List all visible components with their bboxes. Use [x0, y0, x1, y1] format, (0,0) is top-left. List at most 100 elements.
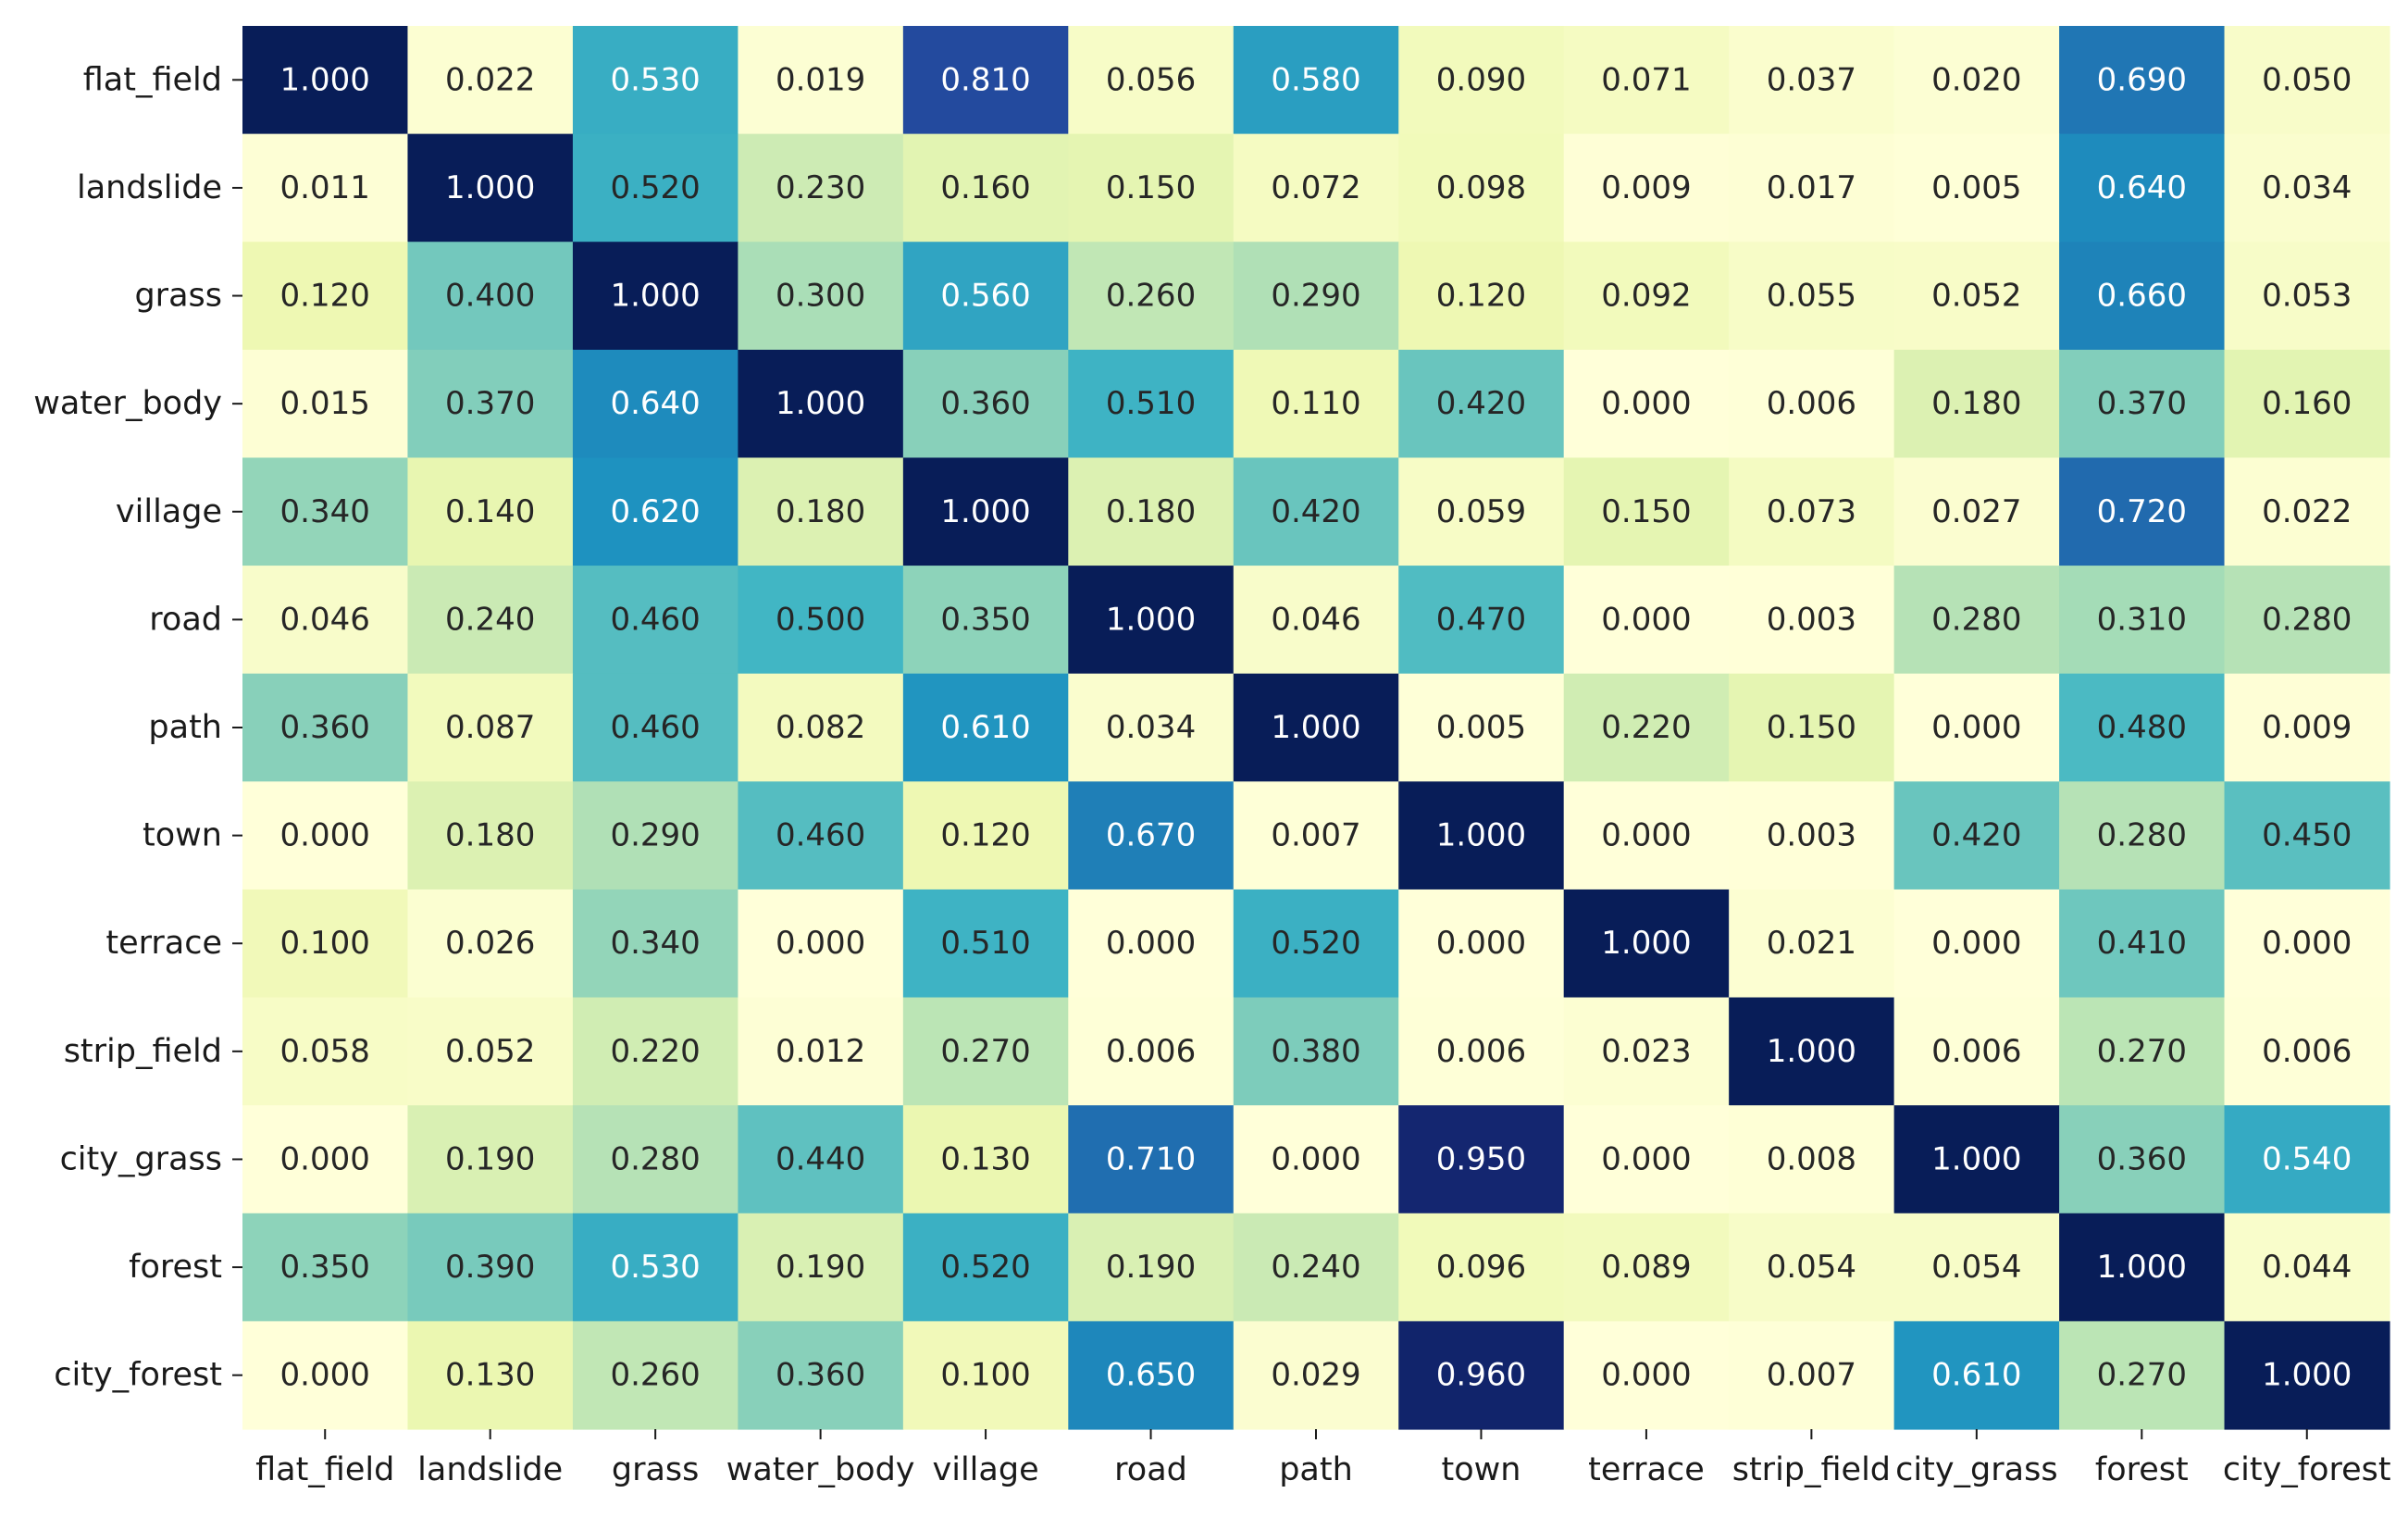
- heatmap-cell-village-town: [1398, 457, 1565, 566]
- heatmap-cell-city_grass-landslide: [407, 1105, 574, 1214]
- cell-value-label: 0.005: [1931, 169, 2021, 206]
- heatmap-cell-city_grass-town: [1398, 1105, 1565, 1214]
- cell-value-label: 1.000: [1271, 709, 1360, 746]
- heatmap-cell-road-town: [1398, 566, 1565, 675]
- cell-value-label: 0.000: [1601, 1140, 1691, 1177]
- heatmap-cell-flat_field-path: [1233, 26, 1399, 135]
- heatmap-cell-terrace-forest: [2059, 889, 2226, 999]
- cell-value-label: 0.054: [1931, 1249, 2021, 1286]
- cell-value-label: 0.290: [610, 817, 700, 854]
- heatmap-cell-landslide-water_body: [738, 133, 904, 243]
- cell-value-label: 0.082: [776, 709, 865, 746]
- cell-value-label: 0.050: [2262, 61, 2352, 98]
- heatmap-cell-path-path: [1233, 673, 1399, 782]
- heatmap-cell-landslide-path: [1233, 133, 1399, 243]
- heatmap-cell-grass-flat_field: [242, 242, 409, 351]
- heatmap-cell-path-grass: [572, 673, 739, 782]
- cell-value-label: 0.034: [2262, 169, 2352, 206]
- heatmap-cell-village-water_body: [738, 457, 904, 566]
- cell-value-label: 0.470: [1436, 601, 1526, 638]
- heatmap-cell-water_body-city_forest: [2224, 349, 2390, 459]
- heatmap-cell-path-road: [1068, 673, 1235, 782]
- row-label-path: path: [148, 709, 222, 746]
- cell-value-label: 0.190: [1106, 1249, 1196, 1286]
- cell-value-label: 0.006: [1931, 1033, 2021, 1070]
- heatmap-cell-water_body-terrace: [1563, 349, 1730, 459]
- heatmap-cell-flat_field-flat_field: [242, 26, 409, 135]
- row-label-town: town: [143, 817, 222, 854]
- column-label-path: path: [1279, 1451, 1353, 1488]
- column-label-flat_field: flat_field: [255, 1451, 394, 1488]
- cell-value-label: 0.240: [1271, 1249, 1360, 1286]
- cell-value-label: 0.350: [280, 1249, 370, 1286]
- heatmap-cell-town-city_grass: [1893, 781, 2060, 890]
- heatmap-cell-flat_field-city_grass: [1893, 26, 2060, 135]
- cell-value-label: 0.610: [940, 709, 1030, 746]
- heatmap-cell-city_grass-strip_field: [1729, 1105, 1895, 1214]
- cell-value-label: 0.120: [940, 817, 1030, 854]
- cell-value-label: 0.220: [610, 1033, 700, 1070]
- cell-value-label: 0.052: [1931, 278, 2021, 315]
- heatmap-cell-road-path: [1233, 566, 1399, 675]
- cell-value-label: 0.260: [1106, 278, 1196, 315]
- heatmap-cell-landslide-grass: [572, 133, 739, 243]
- cell-value-label: 0.160: [940, 169, 1030, 206]
- cell-value-label: 0.053: [2262, 278, 2352, 315]
- heatmap-cell-forest-terrace: [1563, 1213, 1730, 1322]
- heatmap-cell-water_body-landslide: [407, 349, 574, 459]
- heatmap-cell-terrace-city_grass: [1893, 889, 2060, 999]
- heatmap-cell-forest-village: [902, 1213, 1069, 1322]
- cell-value-label: 0.054: [1767, 1249, 1856, 1286]
- cell-value-label: 0.006: [1767, 385, 1856, 422]
- cell-value-label: 0.360: [776, 1357, 865, 1394]
- heatmap-cell-water_body-road: [1068, 349, 1235, 459]
- heatmap-cell-grass-city_forest: [2224, 242, 2390, 351]
- cell-value-label: 0.100: [280, 925, 370, 962]
- cell-value-label: 0.044: [2262, 1249, 2352, 1286]
- cell-value-label: 0.000: [280, 1140, 370, 1177]
- row-label-landslide: landslide: [77, 169, 222, 206]
- cell-value-label: 0.420: [1931, 817, 2021, 854]
- heatmap-cell-strip_field-city_forest: [2224, 997, 2390, 1106]
- heatmap-cell-city_forest-strip_field: [1729, 1321, 1895, 1430]
- cell-value-label: 0.180: [1931, 385, 2021, 422]
- heatmap-cell-town-path: [1233, 781, 1399, 890]
- heatmap-cell-city_forest-landslide: [407, 1321, 574, 1430]
- heatmap-cell-road-city_forest: [2224, 566, 2390, 675]
- heatmap-cell-strip_field-grass: [572, 997, 739, 1106]
- heatmap-cell-town-road: [1068, 781, 1235, 890]
- cell-value-label: 0.280: [2262, 601, 2352, 638]
- heatmap-cell-grass-road: [1068, 242, 1235, 351]
- heatmap-cell-strip_field-city_grass: [1893, 997, 2060, 1106]
- cell-value-label: 0.580: [1271, 61, 1360, 98]
- heatmap-cell-landslide-strip_field: [1729, 133, 1895, 243]
- cell-value-label: 0.270: [2097, 1357, 2187, 1394]
- cell-value-label: 0.022: [445, 61, 535, 98]
- heatmap-cell-town-city_forest: [2224, 781, 2390, 890]
- heatmap-cell-grass-landslide: [407, 242, 574, 351]
- heatmap-cell-village-forest: [2059, 457, 2226, 566]
- heatmap-cell-forest-path: [1233, 1213, 1399, 1322]
- heatmap-cell-path-flat_field: [242, 673, 409, 782]
- cell-value-label: 0.180: [445, 817, 535, 854]
- cell-value-label: 0.000: [1271, 1140, 1360, 1177]
- heatmap-cell-village-grass: [572, 457, 739, 566]
- heatmap-cell-city_grass-grass: [572, 1105, 739, 1214]
- cell-value-label: 0.560: [940, 278, 1030, 315]
- row-tick-labels: flat_field landslide grass water_bodyvillag…: [33, 61, 242, 1394]
- cell-value-label: 0.300: [776, 278, 865, 315]
- cell-value-label: 0.000: [1601, 1357, 1691, 1394]
- heatmap-cell-flat_field-town: [1398, 26, 1565, 135]
- heatmap-cell-landslide-town: [1398, 133, 1565, 243]
- cell-value-label: 0.046: [280, 601, 370, 638]
- cell-value-label: 0.340: [280, 493, 370, 530]
- heatmap-cell-water_body-strip_field: [1729, 349, 1895, 459]
- cell-value-label: 0.140: [445, 493, 535, 530]
- row-label-city_grass: city_grass: [60, 1140, 222, 1177]
- heatmap-cell-flat_field-grass: [572, 26, 739, 135]
- cell-value-label: 0.096: [1436, 1249, 1526, 1286]
- cell-value-label: 0.410: [2097, 925, 2187, 962]
- heatmap-cell-water_body-grass: [572, 349, 739, 459]
- heatmap-cell-city_forest-city_forest: [2224, 1321, 2390, 1430]
